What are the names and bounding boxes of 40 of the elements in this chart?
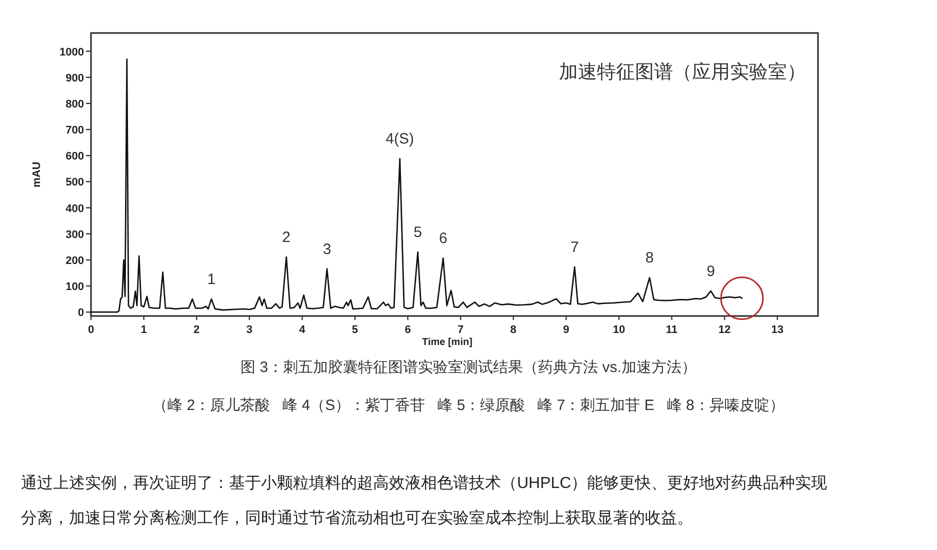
- x-tick-label: 13: [771, 324, 784, 336]
- text: 加速特征图谱（应用实验室）: [559, 61, 806, 83]
- annotation: 8: [645, 250, 654, 267]
- x-tick-label: 5: [352, 324, 358, 336]
- y-tick-label: 800: [66, 98, 84, 110]
- x-tick-label: 9: [563, 324, 570, 336]
- x-tick-label: 8: [510, 324, 516, 336]
- x-tick-label: 7: [458, 324, 464, 336]
- annotation: 6: [438, 230, 448, 248]
- y-axis-title: mAU: [31, 162, 43, 188]
- x-axis-title: Time [min]: [422, 337, 472, 348]
- x-tick-label: 10: [612, 324, 626, 336]
- x-tick-label: 12: [718, 324, 731, 336]
- y-tick-label: 100: [66, 281, 84, 294]
- y-tick-label: 900: [66, 72, 84, 84]
- y-tick-label: 500: [66, 176, 84, 189]
- y-tick-label: 1000: [60, 46, 84, 58]
- x-tick-label: 11: [666, 324, 678, 336]
- x-tick-label: 4: [299, 324, 306, 336]
- x-tick-label: 0: [88, 324, 94, 336]
- x-tick-label: 3: [246, 324, 252, 336]
- annotation: 3: [322, 240, 332, 258]
- y-tick-label: 400: [66, 202, 84, 215]
- y-tick-label: 300: [66, 228, 84, 241]
- text: 通过上述实例，再次证明了：基于小颗粒填料的超高效液相色谱技术（UHPLC）能够更快、更好地对药典品种实现分离，加速日常分离检测工作，同时通过节省流动相也可在实验室成本控制上获取显著的收益。: [21, 474, 828, 529]
- y-tick-label: 200: [66, 254, 84, 267]
- x-tick-label: 2: [194, 324, 200, 336]
- annotation: 5: [414, 224, 422, 242]
- annotation: 2: [282, 229, 291, 246]
- y-tick-label: 0: [78, 307, 84, 320]
- x-tick-label: 1: [140, 324, 147, 336]
- y-tick-label: 700: [66, 124, 84, 137]
- annotation: 1: [207, 271, 216, 288]
- text: （峰 2：原儿茶酸 峰 4（S）：紫丁香苷 峰 5：绿原酸 峰 7：刺五加苷 E 峰 8：异嗪皮啶）: [152, 396, 786, 416]
- annotation: 7: [570, 238, 579, 256]
- y-tick-label: 600: [66, 150, 84, 163]
- annotation: 4(S): [386, 130, 414, 148]
- caption: 图 3：刺五加胶囊特征图谱实验室测试结果（药典方法 vs.加速方法）: [240, 358, 698, 378]
- x-tick-label: 6: [404, 324, 411, 336]
- annotation: 9: [706, 262, 715, 280]
